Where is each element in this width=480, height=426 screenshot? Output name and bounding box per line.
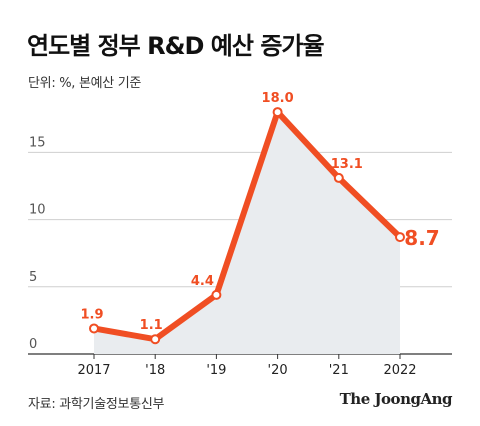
brand-logo: The JoongAng [339, 390, 453, 408]
x-tick-label-0: 2017 [77, 363, 110, 378]
source-note: 자료: 과학기술정보통신부 [28, 397, 165, 412]
y-tick-label-10: 10 [29, 203, 46, 218]
data-label-4: 13.1 [331, 157, 363, 172]
data-label-5: 8.7 [404, 226, 439, 250]
x-tick-label-4: '21 [329, 363, 349, 378]
x-tick-label-5: 2022 [383, 363, 416, 378]
y-tick-label-5: 5 [29, 270, 37, 285]
page-title: 연도별 정부 R&D 예산 증가율 [27, 32, 325, 60]
data-label-0: 1.9 [80, 307, 103, 322]
x-tick-label-3: '20 [268, 363, 288, 378]
data-point-5 [395, 232, 405, 243]
x-tick-label-1: '18 [145, 363, 165, 378]
y-tick-label-0: 0 [29, 337, 37, 352]
y-tick-label-15: 15 [29, 135, 46, 150]
data-point-4 [333, 172, 344, 183]
data-point-2 [211, 289, 222, 300]
unit-note: 단위: %, 본예산 기준 [28, 76, 142, 91]
data-point-3 [272, 107, 283, 118]
area-fill [94, 112, 400, 354]
data-label-3: 18.0 [262, 91, 294, 106]
data-point-1 [150, 334, 161, 345]
series-line [91, 109, 403, 343]
x-tick-label-2: '19 [206, 363, 226, 378]
data-label-1: 1.1 [140, 318, 163, 333]
data-point-0 [89, 323, 99, 334]
data-label-2: 4.4 [191, 274, 214, 289]
